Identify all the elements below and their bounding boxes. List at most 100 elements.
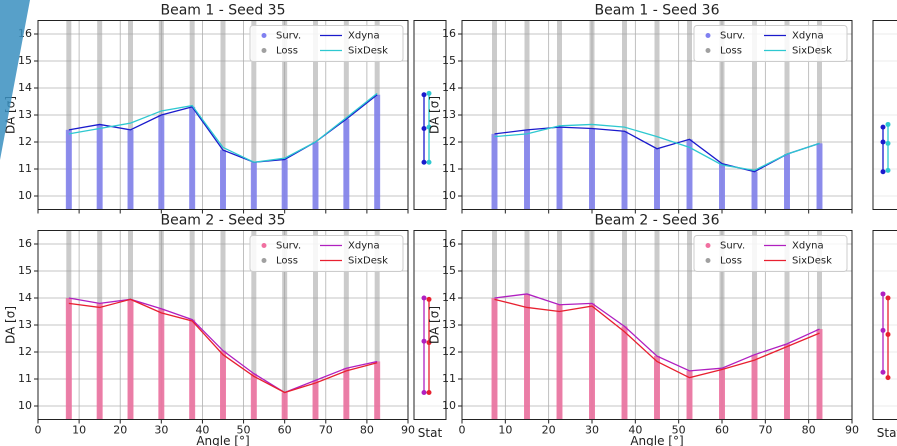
y-tick-label: 11 <box>442 372 456 385</box>
surv-column <box>524 293 530 420</box>
surv-column <box>127 129 134 210</box>
stat-point <box>426 159 432 165</box>
loss-column <box>220 20 226 210</box>
legend-box <box>693 25 848 62</box>
stat-point <box>426 124 432 130</box>
loss-column <box>128 20 133 210</box>
surv-column <box>343 368 350 420</box>
surv-column <box>158 115 165 210</box>
y-axis-label: DA [σ] <box>428 306 442 344</box>
surv-column <box>158 308 165 420</box>
legend-label: Xdyna <box>792 241 824 252</box>
legend-label: Surv. <box>720 241 745 252</box>
y-tick-label: 11 <box>442 162 456 175</box>
surv-column <box>784 343 790 420</box>
stat-point <box>880 169 886 175</box>
axes-frame <box>461 20 853 210</box>
stat-point <box>421 338 427 344</box>
x-tick-label: 30 <box>154 424 168 437</box>
legend-label: Loss <box>720 256 742 267</box>
legend-label: Xdyna <box>792 31 824 42</box>
stat-point <box>880 327 886 333</box>
legend-marker <box>261 243 267 248</box>
y-tick-label: 15 <box>18 264 32 277</box>
surv-column <box>127 299 134 420</box>
x-tick-label: 0 <box>35 424 42 437</box>
x-tick-label: 20 <box>113 424 127 437</box>
legend-label: SixDesk <box>792 256 832 267</box>
legend-label: Xdyna <box>348 31 380 42</box>
panel-title: Beam 1 - Seed 35 <box>160 3 285 19</box>
legend-marker <box>705 258 711 263</box>
loss-column <box>719 230 725 420</box>
surv-column <box>556 127 563 210</box>
x-tick-label: 30 <box>585 424 599 437</box>
surv-column <box>686 139 693 210</box>
legend-label: Loss <box>720 46 742 57</box>
stat-point <box>880 369 886 375</box>
loss-column <box>374 230 380 420</box>
x-axis-label: Angle [°] <box>196 434 249 446</box>
series-line <box>494 123 820 172</box>
axes-frame <box>461 230 853 420</box>
loss-column <box>784 20 790 210</box>
x-axis-label: Angle [°] <box>630 434 683 446</box>
loss-column <box>654 20 660 210</box>
legend-marker <box>705 243 711 248</box>
surv-column <box>374 94 381 210</box>
loss-column <box>524 20 530 210</box>
loss-column <box>220 230 226 420</box>
surv-column <box>621 326 628 420</box>
loss-column <box>589 20 595 210</box>
loss-column <box>251 20 257 210</box>
x-tick-label: 10 <box>498 424 512 437</box>
x-tick-label: 40 <box>195 424 209 437</box>
surv-column <box>312 142 319 210</box>
stat-frame <box>413 20 447 210</box>
legend-marker <box>261 33 267 38</box>
y-tick-label: 16 <box>442 237 456 250</box>
panel-title: Beam 2 - Seed 35 <box>160 213 285 229</box>
y-tick-label: 12 <box>18 135 32 148</box>
x-tick-label: 0 <box>459 424 466 437</box>
surv-column <box>281 159 288 210</box>
loss-column <box>282 230 288 420</box>
loss-column <box>752 230 757 420</box>
legend-marker <box>261 258 267 263</box>
stat-point <box>426 90 432 96</box>
loss-column <box>752 20 757 210</box>
surv-column <box>343 119 350 210</box>
stat-label: Stat <box>418 426 443 440</box>
legend-marker <box>261 48 267 53</box>
surv-column <box>281 392 288 420</box>
panel: 10 11 12 13 14 15 16 Beam 1 - Seed 36 DA [σ] Surv… <box>428 3 897 214</box>
y-tick-label: 14 <box>18 291 32 304</box>
loss-column <box>557 20 562 210</box>
x-tick-label: 50 <box>237 424 251 437</box>
surv-column <box>220 150 226 210</box>
stat-point <box>880 291 886 297</box>
x-tick-label: 20 <box>542 424 556 437</box>
axes-frame <box>37 20 409 210</box>
legend-marker <box>705 48 711 53</box>
series-line <box>68 92 378 163</box>
x-tick-label: 60 <box>715 424 729 437</box>
loss-column <box>282 20 288 210</box>
x-tick-label: 80 <box>802 424 816 437</box>
legend-label: Xdyna <box>348 241 380 252</box>
y-tick-label: 10 <box>442 399 456 412</box>
stat-label: Stat <box>877 426 897 440</box>
panel-title: Beam 1 - Seed 36 <box>594 3 719 19</box>
y-tick-label: 10 <box>18 189 32 202</box>
surv-column <box>491 298 498 420</box>
y-tick-label: 13 <box>18 318 32 331</box>
stat-frame <box>872 20 897 210</box>
legend-label: SixDesk <box>348 46 388 57</box>
y-tick-label: 15 <box>442 54 456 67</box>
surv-column <box>654 148 660 210</box>
legend-label: Loss <box>276 256 298 267</box>
loss-column <box>687 230 692 420</box>
stat-point <box>885 121 891 127</box>
